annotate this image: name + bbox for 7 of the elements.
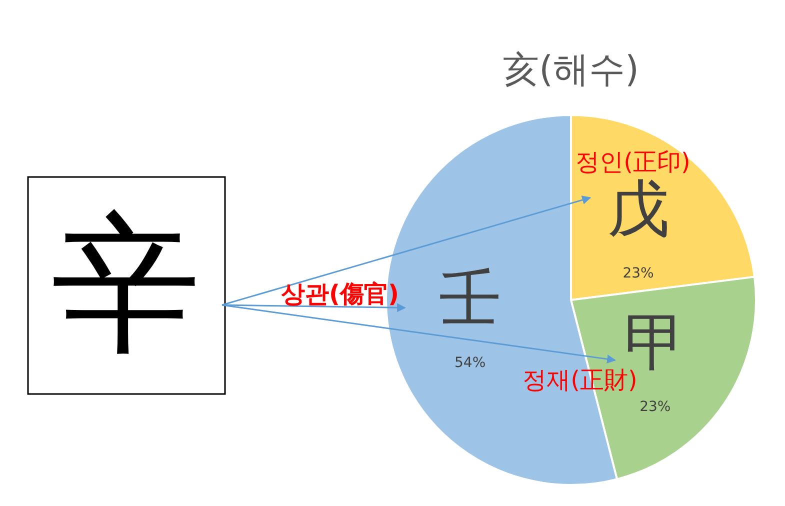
data-label: 23% xyxy=(622,266,654,282)
data-label: 23% xyxy=(640,399,671,416)
text: 辛 xyxy=(51,198,201,372)
slice-label: 壬 xyxy=(439,261,502,334)
data-label: 54% xyxy=(454,354,486,371)
chart-title: 亥(해수) xyxy=(502,50,640,90)
text: 상관(傷官) xyxy=(281,280,399,308)
